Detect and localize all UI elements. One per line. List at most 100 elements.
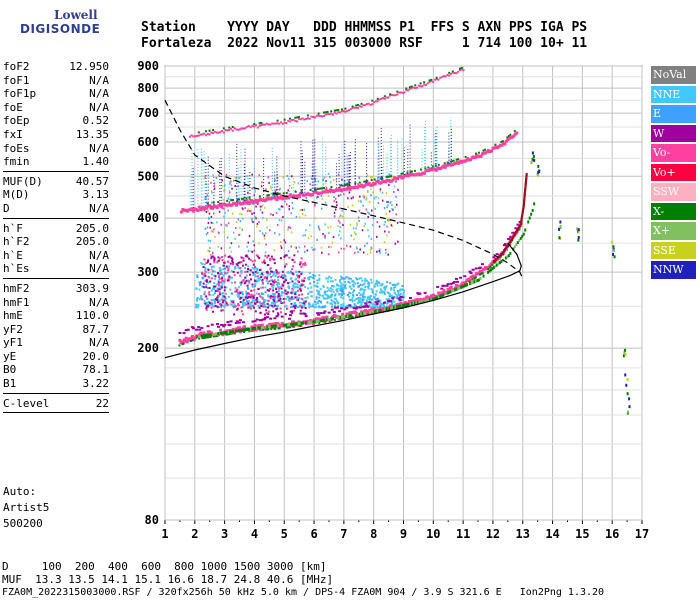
echo-point <box>391 204 393 207</box>
echo-point <box>317 306 320 309</box>
echo-point <box>464 280 468 284</box>
echo-point <box>261 280 264 283</box>
echo-point <box>258 277 261 280</box>
echo-point <box>263 298 266 301</box>
echo-point <box>247 191 249 194</box>
echo-point <box>301 304 304 307</box>
echo-point <box>242 298 245 301</box>
echo-point <box>355 227 357 230</box>
echo-point <box>324 304 327 307</box>
echo-point <box>410 87 413 90</box>
echo-point <box>385 192 388 195</box>
echo-point <box>288 205 291 208</box>
echo-point <box>281 197 285 201</box>
echo-point <box>478 273 481 276</box>
echo-point <box>402 292 405 295</box>
echo-point <box>206 231 209 234</box>
echo-point <box>468 280 471 283</box>
echo-point <box>230 256 233 259</box>
echo-point <box>318 228 321 231</box>
echo-point <box>294 292 297 295</box>
echo-point <box>261 281 264 284</box>
echo-point <box>527 220 530 224</box>
echo-point <box>334 302 337 305</box>
echo-point <box>290 119 293 122</box>
echo-point <box>363 194 366 197</box>
echo-point <box>287 228 289 231</box>
echo-point <box>253 125 256 128</box>
echo-point <box>331 303 334 306</box>
echo-point <box>361 314 364 317</box>
echo-point <box>273 262 276 265</box>
echo-point <box>246 210 249 213</box>
echo-point <box>333 300 336 303</box>
echo-point <box>210 181 212 184</box>
echo-point <box>410 170 413 173</box>
echo-point <box>393 286 396 289</box>
echo-point <box>387 253 389 256</box>
echo-point <box>276 299 279 302</box>
echo-point <box>283 121 286 124</box>
echo-point <box>504 256 507 260</box>
echo-point <box>395 297 398 300</box>
echo-point <box>367 284 370 287</box>
echo-point <box>390 302 393 305</box>
echo-point <box>209 280 212 283</box>
echo-point <box>238 245 240 248</box>
echo-point <box>303 313 307 316</box>
echo-point <box>358 306 362 309</box>
echo-point <box>309 282 312 285</box>
echo-point <box>442 75 445 78</box>
echo-point <box>337 219 340 222</box>
echo-point <box>284 277 287 280</box>
echo-point <box>339 184 342 187</box>
echo-point <box>237 128 240 131</box>
echo-point <box>204 270 207 273</box>
echo-point <box>324 235 326 238</box>
echo-point <box>351 280 354 283</box>
echo-point <box>425 299 428 303</box>
echo-point <box>350 298 353 301</box>
echo-point <box>384 230 386 233</box>
echo-point <box>265 311 268 314</box>
echo-point <box>297 297 300 300</box>
echo-point <box>335 306 339 309</box>
echo-point <box>494 260 497 263</box>
echo-point <box>203 293 206 296</box>
echo-point <box>346 186 350 190</box>
echo-point <box>218 174 220 177</box>
echo-point <box>331 293 334 296</box>
echo-point <box>203 177 206 180</box>
echo-point <box>445 284 449 287</box>
echo-point <box>267 295 270 298</box>
echo-point <box>349 108 352 111</box>
echo-point <box>271 122 274 125</box>
echo-point <box>242 200 246 204</box>
echo-point <box>221 276 224 279</box>
echo-point <box>273 258 276 261</box>
echo-point <box>266 316 270 319</box>
param-row-fof1: foF1 N/A <box>3 74 109 88</box>
echo-point <box>241 293 244 296</box>
echo-point <box>348 183 351 186</box>
echo-point <box>346 183 349 186</box>
echo-point <box>309 320 312 324</box>
echo-point <box>209 246 211 249</box>
echo-point <box>343 277 346 280</box>
echo-point <box>315 285 318 288</box>
echo-point <box>235 192 238 195</box>
echo-point <box>319 294 322 297</box>
echo-point <box>341 312 345 316</box>
echo-point <box>304 297 307 300</box>
echo-point <box>371 99 374 102</box>
echo-point <box>374 207 377 210</box>
echo-point <box>537 164 540 168</box>
echo-point <box>311 322 315 326</box>
echo-point <box>213 184 216 187</box>
echo-point <box>226 321 230 324</box>
echo-point <box>297 322 300 326</box>
echo-point <box>256 296 259 299</box>
echo-point <box>288 297 291 300</box>
echo-point <box>396 305 399 309</box>
echo-point <box>304 315 308 318</box>
